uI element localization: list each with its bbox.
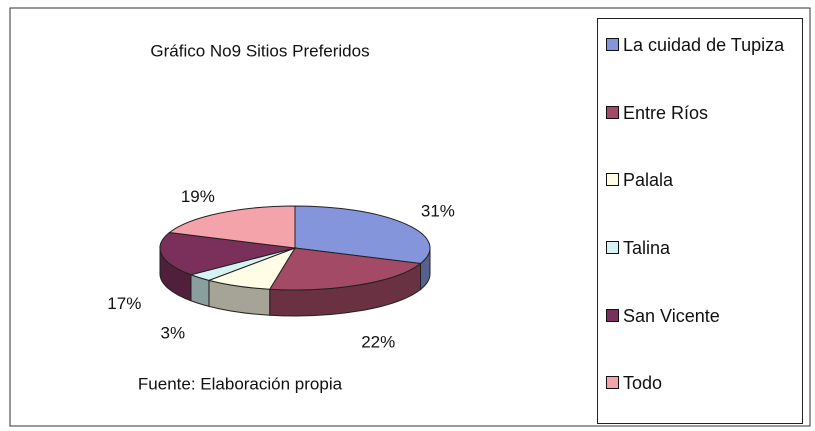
legend-item: Todo (606, 371, 796, 396)
legend-swatch (606, 105, 619, 119)
legend: La cuidad de Tupiza Entre Ríos Palala Talin… (597, 18, 803, 424)
pie-slice (294, 205, 431, 264)
chart-title: Gráfico No9 Sitios Preferidos (150, 41, 369, 60)
legend-swatch (606, 241, 619, 254)
pie-slice (268, 247, 422, 291)
annotation: Fuente: Elaboración propia (138, 374, 343, 393)
pie-tops (159, 205, 431, 291)
chart-border (9, 7, 811, 427)
legend-item: Entre Ríos (606, 101, 796, 126)
legend-item: Palala (606, 168, 796, 193)
legend-swatch (606, 376, 619, 390)
legend-label: Talina (623, 238, 671, 258)
data-label: 22% (361, 333, 395, 352)
pie-slice (168, 205, 296, 249)
legend-item: Talina (606, 236, 796, 261)
legend-label: Todo (623, 373, 663, 394)
data-label: 17% (107, 294, 141, 313)
legend-label: Palala (623, 170, 674, 191)
legend-item: La cuidad de Tupiza (606, 33, 796, 58)
legend-swatch (606, 173, 619, 187)
pie-sides (159, 247, 431, 317)
data-label: 3% (161, 323, 186, 342)
legend-label: San Vicente (623, 305, 720, 326)
data-label: 31% (421, 201, 455, 220)
legend-label: Entre Ríos (623, 102, 709, 123)
legend-label: La cuidad de Tupiza (623, 35, 785, 55)
legend-swatch (606, 38, 619, 51)
data-label: 19% (181, 187, 215, 206)
legend-swatch (606, 308, 619, 322)
pie-slice (159, 232, 296, 276)
legend-item: San Vicente (606, 304, 796, 329)
